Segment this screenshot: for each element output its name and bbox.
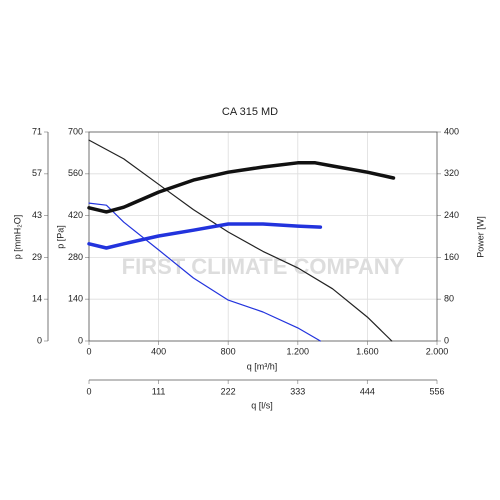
curve <box>88 139 393 342</box>
y-tick-label: 140 <box>68 294 83 304</box>
x-tick-label: 0 <box>86 346 91 356</box>
y-tick-label: 0 <box>78 335 83 345</box>
y2-tick-label: 240 <box>444 210 459 220</box>
y-axis-label: p [Pa] <box>55 225 65 249</box>
y-tick-label: 560 <box>68 168 83 178</box>
x-tick-label: 400 <box>151 346 166 356</box>
x-tick-label: 1.600 <box>356 346 379 356</box>
y2-tick-label: 80 <box>444 294 454 304</box>
x2-tick-label: 0 <box>86 386 91 396</box>
x2-tick-label: 222 <box>221 386 236 396</box>
x2-tick-label: 556 <box>429 386 444 396</box>
y-tick-label: 280 <box>68 252 83 262</box>
x2-tick-label: 444 <box>360 386 375 396</box>
y3-tick-label: 14 <box>32 294 42 304</box>
y3-tick-label: 29 <box>32 252 42 262</box>
x-tick-label: 2.000 <box>426 346 449 356</box>
y2-tick-label: 0 <box>444 335 449 345</box>
y-tick-label: 420 <box>68 210 83 220</box>
y3-tick-label: 43 <box>32 210 42 220</box>
y3-tick-label: 71 <box>32 126 42 136</box>
y2-axis-label: Power [W] <box>475 216 485 258</box>
y3-tick-label: 57 <box>32 168 42 178</box>
plot-frame <box>88 131 438 342</box>
x2-tick-label: 333 <box>290 386 305 396</box>
chart-title: CA 315 MD <box>222 106 278 118</box>
curve <box>87 161 396 214</box>
x2-axis-label: q [l/s] <box>251 400 273 410</box>
x-axis-label: q [m³/h] <box>247 361 278 371</box>
y3-tick-label: 0 <box>37 335 42 345</box>
y-tick-label: 700 <box>68 126 83 136</box>
y2-tick-label: 320 <box>444 168 459 178</box>
x-tick-label: 1.200 <box>287 346 310 356</box>
x-tick-label: 800 <box>221 346 236 356</box>
y2-tick-label: 160 <box>444 252 459 262</box>
y3-axis-label: p [mmH₂O] <box>12 215 22 260</box>
y2-tick-label: 400 <box>444 126 459 136</box>
x2-tick-label: 111 <box>152 386 166 396</box>
curve <box>87 222 323 250</box>
